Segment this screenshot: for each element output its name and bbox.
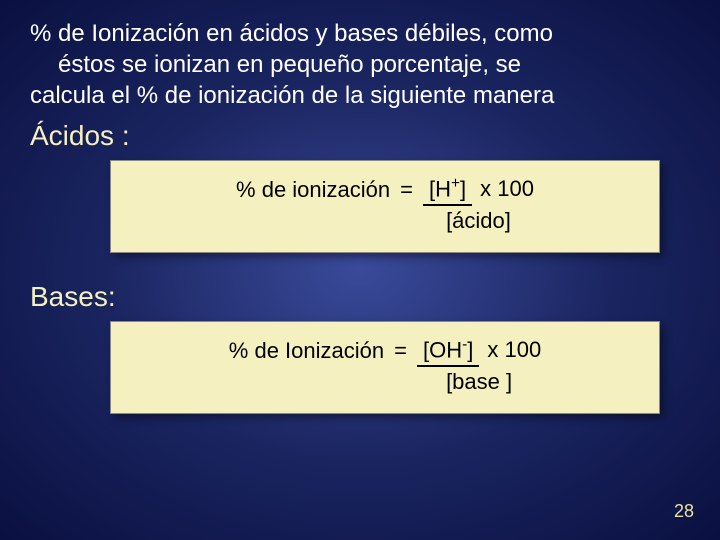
slide: % de Ionización en ácidos y bases débile…: [0, 0, 720, 540]
acids-numerator-row: [H+] x 100: [423, 175, 534, 206]
charge-superscript: +: [451, 175, 460, 192]
acids-label: Ácidos :: [30, 120, 690, 152]
intro-line-3: calcula el % de ionización de la siguien…: [30, 80, 690, 111]
equals-sign: =: [400, 175, 413, 203]
acids-numerator: [H+]: [423, 175, 472, 206]
bases-label: Bases:: [30, 281, 690, 313]
species-open: [OH: [423, 337, 462, 362]
acids-formula-box: % de ionización = [H+] x 100 [ácido]: [110, 160, 660, 253]
bases-lhs: % de Ionización: [229, 336, 384, 364]
equals-sign: =: [394, 336, 407, 364]
acids-denominator: [ácido]: [446, 206, 511, 234]
acids-lhs: % de ionización: [236, 175, 390, 203]
species-close: ]: [460, 176, 466, 201]
bases-numerator: [OH-]: [417, 336, 479, 367]
bases-denominator: [base ]: [446, 367, 512, 395]
page-number: 28: [674, 501, 694, 522]
intro-line-2: éstos se ionizan en pequeño porcentaje, …: [30, 49, 690, 80]
times-100: x 100: [480, 176, 534, 202]
bases-formula: % de Ionización = [OH-] x 100 [base ]: [131, 336, 639, 395]
bases-fraction: [OH-] x 100 [base ]: [417, 336, 541, 395]
bases-numerator-row: [OH-] x 100: [417, 336, 541, 367]
bases-formula-box: % de Ionización = [OH-] x 100 [base ]: [110, 321, 660, 414]
species-close: ]: [467, 337, 473, 362]
species-open: [H: [429, 176, 451, 201]
intro-line-1: % de Ionización en ácidos y bases débile…: [30, 18, 690, 49]
intro-text: % de Ionización en ácidos y bases débile…: [30, 18, 690, 112]
times-100: x 100: [487, 337, 541, 363]
acids-formula: % de ionización = [H+] x 100 [ácido]: [131, 175, 639, 234]
acids-fraction: [H+] x 100 [ácido]: [423, 175, 534, 234]
